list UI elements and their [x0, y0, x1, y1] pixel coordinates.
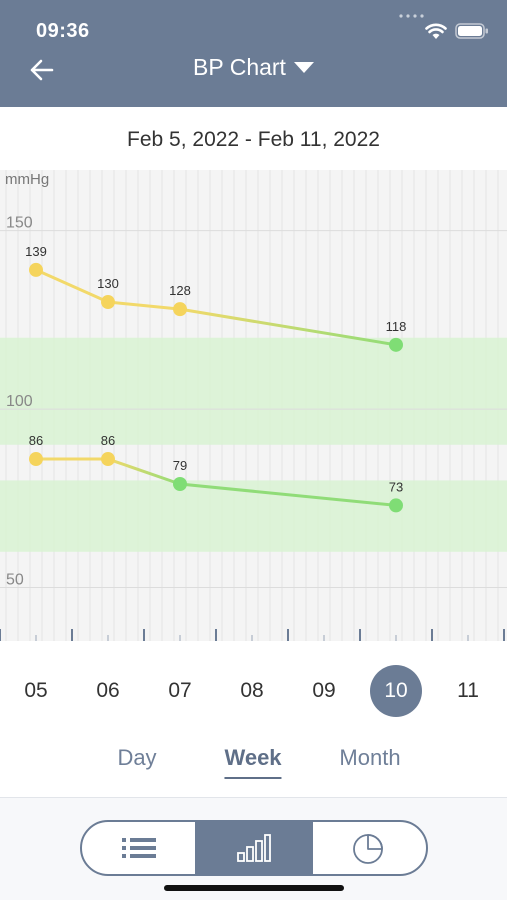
bottom-bar	[0, 797, 507, 900]
date-range-label: Feb 5, 2022 - Feb 11, 2022	[127, 128, 380, 151]
series-2-segment	[178, 482, 398, 507]
day-09[interactable]: 09	[312, 679, 336, 702]
back-arrow-icon[interactable]	[26, 54, 58, 86]
y-tick-label: 100	[6, 393, 33, 410]
series-2-point	[389, 498, 403, 513]
data-label: 86	[101, 433, 115, 448]
day-10[interactable]: 10	[370, 665, 422, 717]
bp-line-chart: mmHg 50 100 150 139 130 128 118 86 86 79 73	[0, 170, 507, 641]
data-label: 79	[173, 458, 187, 473]
bar-chart-icon	[237, 834, 271, 862]
page-title: BP Chart	[193, 54, 286, 80]
data-label: 139	[25, 244, 47, 259]
chart-view-button[interactable]	[195, 822, 311, 874]
series-1-segment	[106, 300, 182, 311]
day-08[interactable]: 08	[240, 679, 264, 702]
y-tick-label: 150	[6, 215, 33, 232]
data-label: 128	[169, 283, 191, 298]
cellular-signal-icon	[399, 14, 424, 18]
data-label: 86	[29, 433, 43, 448]
series-1-segment	[178, 307, 398, 347]
period-tab-week[interactable]: Week	[224, 745, 282, 779]
series-2-segment	[106, 457, 182, 486]
pie-view-button[interactable]	[310, 822, 426, 874]
normal-range-band	[0, 337, 507, 445]
battery-icon	[455, 23, 488, 39]
list-view-button[interactable]	[82, 822, 195, 874]
day-selector: 05 06 07 08 09 10 11	[0, 665, 507, 717]
status-time: 09:36	[36, 20, 90, 42]
series-2-point	[101, 452, 115, 467]
pie-chart-icon	[353, 834, 384, 864]
chart-type-dropdown[interactable]: BP Chart	[0, 54, 507, 81]
series-1-point	[101, 295, 115, 310]
series-1-segment	[34, 268, 110, 304]
period-tab-day[interactable]: Day	[117, 745, 157, 770]
day-06[interactable]: 06	[96, 679, 120, 702]
data-label: 130	[97, 276, 119, 291]
series-1-point	[389, 337, 403, 352]
series-1-point	[173, 302, 187, 317]
period-tabs: Day Week Month	[0, 745, 507, 785]
wifi-icon	[425, 23, 447, 39]
series-2-point	[29, 452, 43, 467]
period-tab-month[interactable]: Month	[339, 745, 401, 770]
dropdown-caret-icon	[293, 62, 314, 73]
data-label: 73	[389, 479, 403, 494]
day-07[interactable]: 07	[168, 679, 192, 702]
y-tick-label: 50	[6, 571, 24, 588]
day-11[interactable]: 11	[457, 679, 479, 702]
series-2-point	[173, 477, 187, 491]
series-1-point	[29, 262, 43, 277]
list-icon	[121, 838, 156, 858]
day-05[interactable]: 05	[24, 679, 48, 702]
home-indicator	[164, 885, 344, 891]
app-header: 09:36 BP Chart	[0, 0, 507, 107]
data-label: 118	[386, 319, 407, 334]
y-axis-label: mmHg	[5, 171, 49, 188]
view-switcher	[80, 820, 428, 876]
